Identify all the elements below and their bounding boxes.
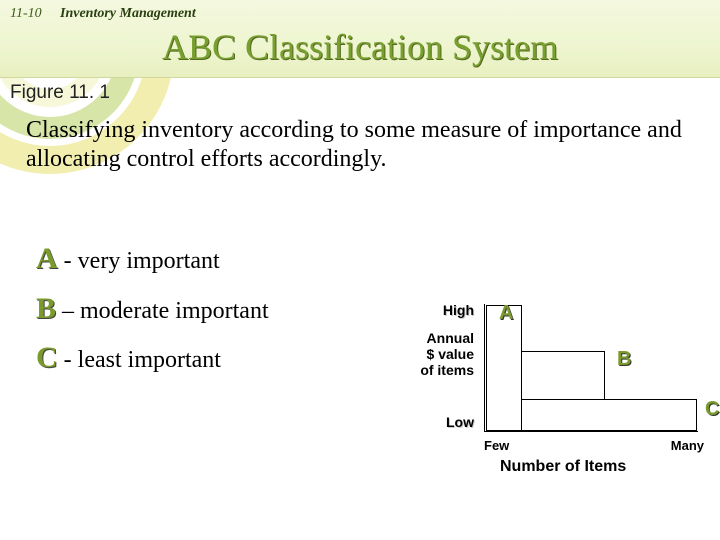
page-number: 11-10 — [10, 6, 42, 22]
category-sep: – — [56, 298, 80, 324]
category-desc: very important — [78, 248, 220, 274]
y-mid-line: $ value — [427, 346, 474, 362]
category-desc: least important — [78, 347, 221, 373]
chart-bar — [521, 399, 697, 431]
y-mid-line: of items — [420, 362, 474, 378]
body-paragraph: Classifying inventory according to some … — [26, 116, 694, 175]
category-desc: moderate important — [80, 298, 269, 324]
slide-header: 11-10 Inventory Management ABC Classific… — [0, 0, 720, 78]
y-label-high: High — [443, 302, 474, 318]
chart-bar-label: C — [705, 398, 719, 421]
y-mid-line: Annual — [427, 330, 474, 346]
abc-chart: High Annual $ value of items Low ABC Few… — [418, 302, 704, 502]
x-label-left: Few — [484, 438, 509, 453]
chapter-title: Inventory Management — [60, 6, 196, 22]
category-letter: B — [36, 292, 56, 325]
x-label-right: Many — [671, 438, 704, 453]
y-label-mid: Annual $ value of items — [420, 330, 474, 378]
y-label-low: Low — [446, 414, 474, 430]
chart-plot-area: ABC — [484, 304, 698, 432]
category-list: A - very important B – moderate importan… — [36, 234, 269, 383]
list-item: C - least important — [36, 333, 269, 383]
category-sep: - — [58, 248, 78, 274]
x-axis-title: Number of Items — [500, 458, 720, 476]
list-item: A - very important — [36, 234, 269, 284]
list-item: B – moderate important — [36, 284, 269, 334]
figure-label: Figure 11. 1 — [10, 82, 110, 104]
category-letter: C — [36, 341, 58, 374]
category-sep: - — [58, 347, 78, 373]
chart-bar-label: A — [499, 302, 513, 325]
chart-bar-label: B — [617, 348, 631, 371]
category-letter: A — [36, 242, 58, 275]
slide-title: ABC Classification System — [0, 26, 720, 68]
